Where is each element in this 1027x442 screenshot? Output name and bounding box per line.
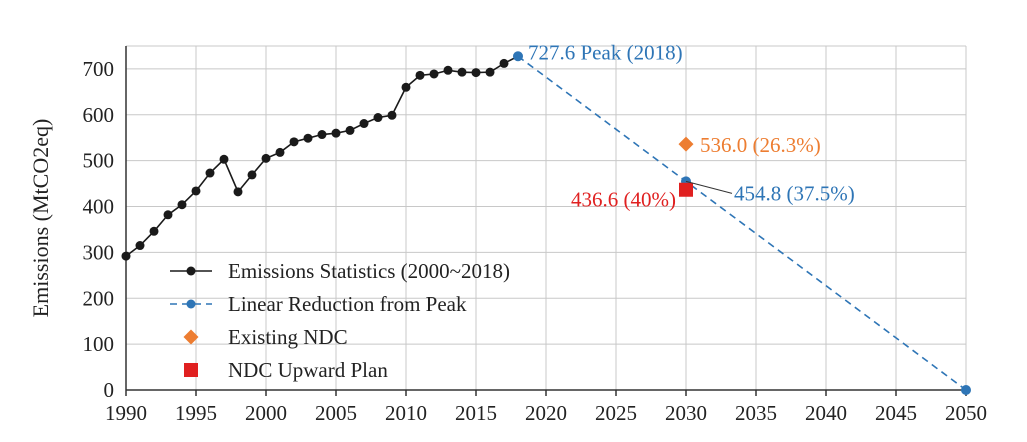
y-tick-label: 700 xyxy=(83,57,115,81)
peak-annotation: 727.6 Peak (2018) xyxy=(528,40,683,64)
linear-reduction-point xyxy=(513,51,523,62)
y-tick-label: 200 xyxy=(83,286,115,310)
x-tick-label: 2020 xyxy=(525,401,567,425)
legend-marker-linear xyxy=(186,299,196,309)
emissions-point xyxy=(121,251,131,261)
y-tick-label: 0 xyxy=(104,378,115,402)
legend-label-emissions: Emissions Statistics (2000~2018) xyxy=(228,259,510,283)
linear-2030-annotation: 454.8 (37.5%) xyxy=(734,181,855,205)
emissions-point xyxy=(443,65,453,75)
annotations: 727.6 Peak (2018) 536.0 (26.3%) 436.6 (40%… xyxy=(528,40,855,211)
emissions-point xyxy=(303,133,313,143)
x-tick-label: 1990 xyxy=(105,401,147,425)
existing-ndc-annotation: 536.0 (26.3%) xyxy=(700,133,821,157)
x-tick-label: 2030 xyxy=(665,401,707,425)
annotation-leader-line xyxy=(685,180,733,194)
emissions-point xyxy=(289,137,299,147)
x-tick-label: 2035 xyxy=(735,401,777,425)
emissions-point xyxy=(149,226,159,236)
emissions-point xyxy=(317,130,327,140)
emissions-point xyxy=(387,110,397,120)
emissions-point xyxy=(247,170,257,180)
linear-reduction-point xyxy=(961,385,971,395)
x-tick-label: 2010 xyxy=(385,401,427,425)
emissions-point xyxy=(415,70,425,80)
legend-label-linear: Linear Reduction from Peak xyxy=(228,292,467,316)
legend-marker-emissions xyxy=(186,266,196,276)
emissions-point xyxy=(471,68,481,78)
legend: Emissions Statistics (2000~2018) Linear R… xyxy=(170,259,510,382)
x-tick-label: 2045 xyxy=(875,401,917,425)
legend-label-existing-ndc: Existing NDC xyxy=(228,325,348,349)
emissions-point xyxy=(261,153,271,163)
existing-ndc-marker xyxy=(678,136,694,152)
legend-marker-ndc-upward xyxy=(184,363,198,377)
ndc-upward-annotation: 436.6 (40%) xyxy=(571,188,676,212)
x-tick-label: 2000 xyxy=(245,401,287,425)
emissions-point xyxy=(457,67,467,77)
axes xyxy=(125,46,966,391)
emissions-point xyxy=(485,67,495,77)
emissions-point xyxy=(499,58,509,68)
emissions-point xyxy=(359,119,369,129)
y-tick-labels: 0 100 200 300 400 500 600 700 xyxy=(83,57,115,402)
emissions-point xyxy=(275,147,285,157)
emissions-point xyxy=(429,69,439,79)
x-tick-labels: 1990 1995 2000 2005 2010 2015 2020 2025 2030 2035… xyxy=(105,401,987,425)
emissions-point xyxy=(163,210,173,220)
x-tick-label: 2025 xyxy=(595,401,637,425)
emissions-point xyxy=(219,154,229,164)
emissions-point xyxy=(205,168,215,178)
x-tick-label: 2050 xyxy=(945,401,987,425)
y-tick-label: 400 xyxy=(83,195,115,219)
y-tick-label: 100 xyxy=(83,332,115,356)
emissions-point xyxy=(233,187,243,197)
legend-label-ndc-upward: NDC Upward Plan xyxy=(228,358,388,382)
legend-marker-existing-ndc xyxy=(183,329,199,345)
emissions-point xyxy=(373,113,383,123)
x-tick-label: 2015 xyxy=(455,401,497,425)
x-tick-label: 2005 xyxy=(315,401,357,425)
y-axis-label: Emissions (MtCO2eq) xyxy=(28,119,53,318)
x-tick-label: 2040 xyxy=(805,401,847,425)
y-tick-label: 300 xyxy=(83,240,115,264)
emissions-point xyxy=(345,125,355,135)
ndc-upward-plan-marker xyxy=(679,182,693,197)
emissions-statistics-line xyxy=(125,55,519,257)
emissions-point xyxy=(135,241,145,251)
y-tick-label: 500 xyxy=(83,149,115,173)
linear-reduction-line xyxy=(517,55,967,391)
x-tick-label: 1995 xyxy=(175,401,217,425)
emissions-point xyxy=(191,186,201,196)
emissions-point xyxy=(331,128,341,138)
emissions-point xyxy=(401,82,411,92)
emissions-point xyxy=(177,200,187,210)
y-tick-label: 600 xyxy=(83,103,115,127)
